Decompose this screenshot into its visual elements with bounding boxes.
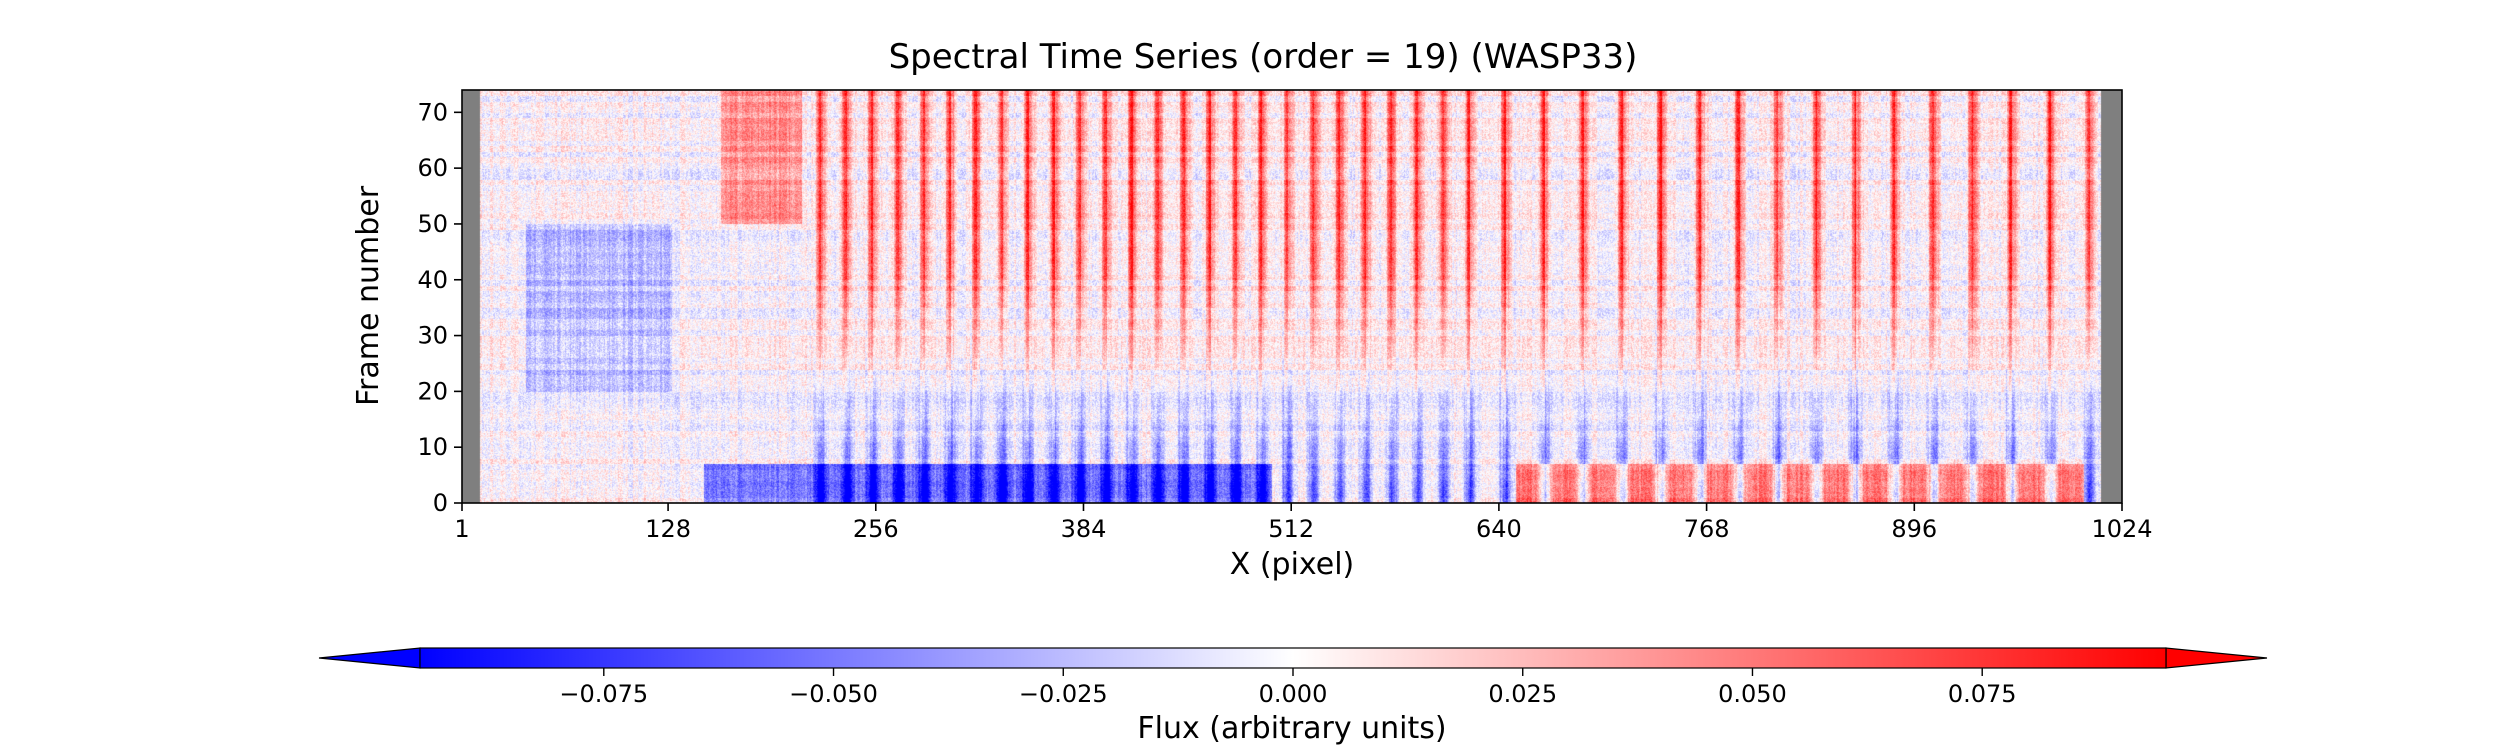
y-tick-label: 60 [417, 154, 448, 182]
colorbar-tick-label: 0.025 [1488, 680, 1557, 708]
x-tick-label: 1024 [2091, 515, 2152, 543]
x-tick-label: 640 [1476, 515, 1522, 543]
x-tick-label: 768 [1684, 515, 1730, 543]
x-tick-label: 1 [454, 515, 469, 543]
colorbar-bar [419, 647, 2167, 669]
colorbar-tick-label: 0.075 [1948, 680, 2017, 708]
chart-title: Spectral Time Series (order = 19) (WASP3… [889, 37, 1638, 77]
heatmap [462, 90, 2122, 503]
colorbar: −0.075 −0.050 −0.025 0.000 0.025 0.050 0.075 F… [318, 647, 2268, 746]
colorbar-extend-high [2165, 647, 2268, 669]
x-tick-label: 256 [853, 515, 899, 543]
y-axis: 0 10 20 30 40 50 60 70 [417, 98, 462, 517]
colorbar-tick-label: 0.000 [1259, 680, 1328, 708]
colorbar-label: Flux (arbitrary units) [1137, 711, 1446, 746]
colorbar-tick-label: −0.025 [1019, 680, 1108, 708]
plot-frame [461, 89, 2123, 504]
y-tick-label: 20 [417, 377, 448, 405]
y-tick-label: 30 [417, 322, 448, 350]
x-tick-label: 128 [645, 515, 691, 543]
y-tick-label: 10 [417, 433, 448, 461]
colorbar-ticks: −0.075 −0.050 −0.025 0.000 0.025 0.050 0.075 [559, 668, 2017, 708]
x-axis-label: X (pixel) [1230, 547, 1355, 582]
y-tick-label: 70 [417, 98, 448, 126]
y-tick-label: 0 [433, 489, 448, 517]
x-axis: 1 128 256 384 512 640 768 896 1024 [454, 503, 2153, 543]
colorbar-tick-label: 0.050 [1718, 680, 1787, 708]
colorbar-tick-label: −0.075 [559, 680, 648, 708]
colorbar-tick-label: −0.050 [789, 680, 878, 708]
heatmap-image [462, 90, 2122, 503]
y-tick-label: 50 [417, 210, 448, 238]
x-tick-label: 896 [1891, 515, 1937, 543]
y-tick-label: 40 [417, 266, 448, 294]
colorbar-extend-low [318, 647, 421, 669]
x-tick-label: 384 [1061, 515, 1107, 543]
y-axis-label: Frame number [351, 185, 386, 406]
x-tick-label: 512 [1268, 515, 1314, 543]
